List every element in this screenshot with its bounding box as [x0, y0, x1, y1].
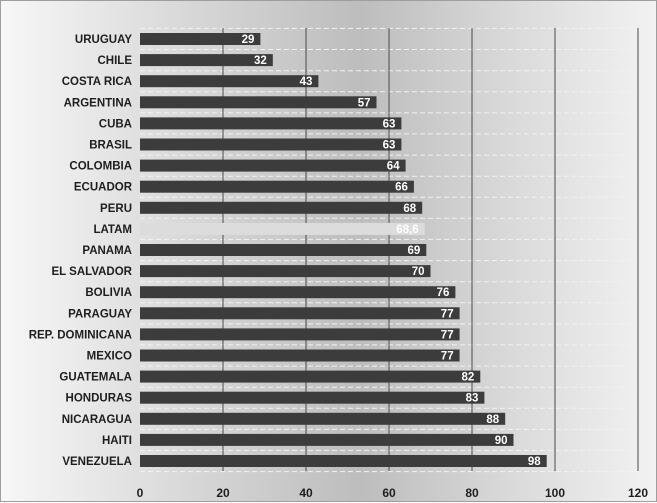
data-label: 82 [462, 372, 475, 384]
data-label: 29 [242, 34, 255, 46]
x-tick-label: 80 [465, 486, 479, 500]
data-label: 64 [387, 161, 400, 173]
bar [140, 455, 547, 467]
bar [140, 328, 460, 341]
data-label: 63 [383, 140, 396, 152]
x-tick-label: 60 [382, 486, 396, 500]
category-label: REP. DOMINICANA [29, 329, 132, 341]
bar [140, 412, 506, 425]
data-label: 66 [395, 182, 408, 194]
bar [140, 54, 273, 67]
category-label: GUATEMALA [59, 372, 132, 384]
category-label: EL SALVADOR [51, 266, 132, 278]
bar-layer [140, 33, 547, 467]
data-label: 77 [441, 329, 454, 341]
data-label: 76 [437, 287, 450, 299]
bar [140, 349, 460, 362]
data-label: 83 [466, 393, 479, 405]
category-label: NICARAGUA [62, 414, 132, 426]
x-axis: 0 20 40 60 80 100 120 [137, 486, 649, 500]
data-label: 63 [383, 118, 396, 130]
x-tick-label: 120 [628, 486, 648, 500]
bar [140, 75, 319, 88]
category-label: PARAGUAY [68, 308, 132, 320]
data-label: 43 [300, 76, 313, 88]
x-tick-label: 20 [216, 486, 230, 500]
data-label: 70 [412, 266, 425, 278]
x-tick-label: 40 [299, 486, 313, 500]
data-label: 57 [358, 97, 371, 109]
data-label: 98 [528, 456, 541, 468]
category-label: URUGUAY [75, 34, 132, 46]
category-label: HONDURAS [66, 393, 133, 405]
category-label: ARGENTINA [64, 97, 132, 109]
bar [140, 286, 456, 299]
category-label: CUBA [99, 118, 132, 130]
data-label: 68 [403, 203, 416, 215]
category-label: HAITI [102, 435, 132, 447]
bar [140, 96, 377, 109]
data-label: 32 [254, 55, 267, 67]
label-layer: URUGUAY 29 CHILE 32 COSTA RICA 43 ARGENTINA 57 C… [29, 34, 542, 468]
bar [140, 180, 414, 193]
bar [140, 265, 431, 278]
category-label: PANAMA [82, 245, 132, 257]
category-label: BOLIVIA [85, 287, 132, 299]
bar [140, 117, 402, 130]
data-label: 88 [486, 414, 499, 426]
category-label: CHILE [98, 55, 133, 67]
category-label: ECUADOR [74, 182, 133, 194]
category-label: MEXICO [87, 351, 132, 363]
category-label: COSTA RICA [62, 76, 132, 88]
bar [140, 33, 261, 45]
x-tick-label: 100 [545, 486, 565, 500]
data-label: 77 [441, 351, 454, 363]
bar [140, 244, 427, 256]
data-label: 77 [441, 308, 454, 320]
bar [140, 222, 425, 235]
bar [140, 370, 481, 383]
category-label: BRASIL [89, 140, 132, 152]
bar [140, 201, 423, 214]
bar [140, 159, 406, 172]
data-label: 69 [408, 245, 421, 257]
x-tick-label: 0 [137, 486, 144, 500]
bar [140, 391, 485, 404]
category-label: PERU [100, 203, 132, 215]
data-label: 90 [495, 435, 508, 447]
bar [140, 307, 460, 320]
category-label: LATAM [93, 224, 132, 236]
bar [140, 433, 514, 446]
bar [140, 138, 402, 151]
category-label: COLOMBIA [69, 161, 132, 173]
category-label: VENEZUELA [62, 456, 132, 468]
data-label: 68,6 [396, 224, 418, 236]
